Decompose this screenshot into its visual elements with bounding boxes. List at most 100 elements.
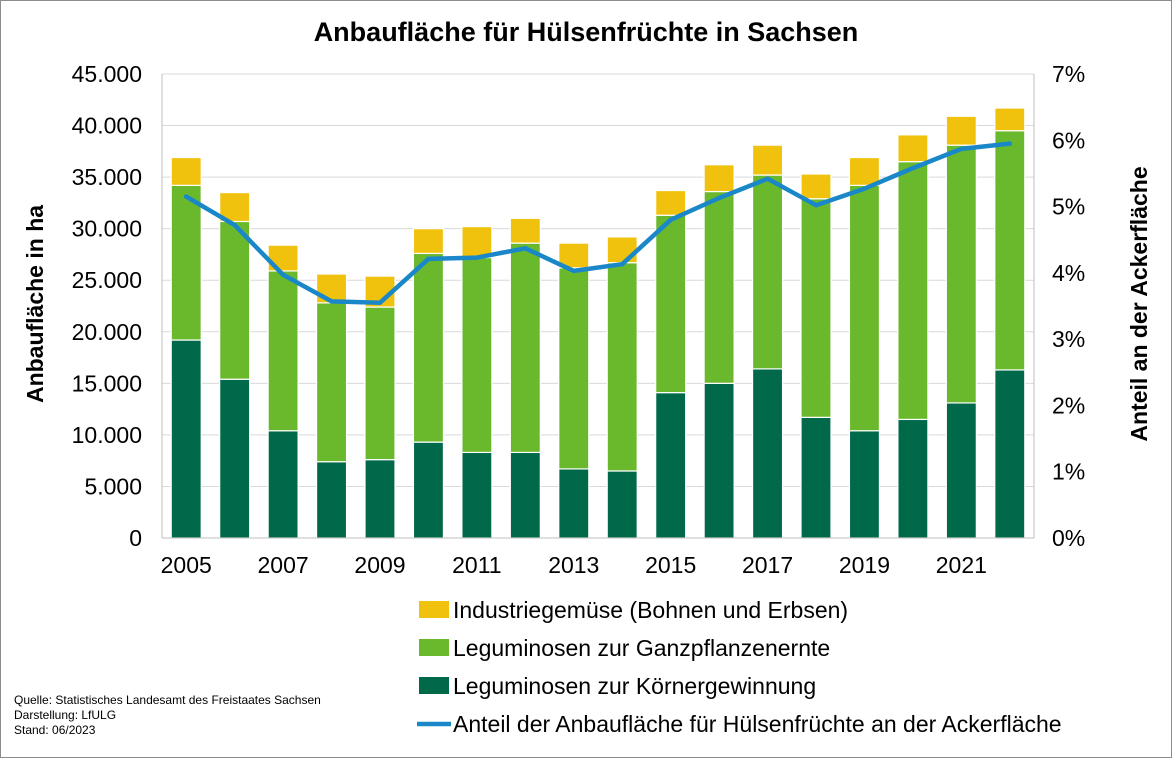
y-axis-title: Anbaufläche in ha bbox=[22, 205, 48, 403]
legend-label: Industriegemüse (Bohnen und Erbsen) bbox=[453, 597, 848, 623]
bar-segment-koerner-2015 bbox=[655, 392, 687, 539]
legend-label: Leguminosen zur Ganzpflanzenernte bbox=[453, 635, 830, 661]
share-point-2011 bbox=[474, 255, 480, 260]
bar-segment-koerner-2006 bbox=[219, 378, 251, 539]
source-line-2: Darstellung: LfULG bbox=[14, 708, 116, 722]
x-tick-label: 2009 bbox=[354, 552, 405, 578]
y-tick-label: 25.000 bbox=[72, 267, 142, 293]
bar-segment-koerner-2012 bbox=[509, 451, 541, 539]
y2-tick-label: 3% bbox=[1052, 326, 1085, 352]
y2-axis-title: Anteil an der Ackerfläche bbox=[1126, 166, 1152, 441]
bar-segment-koerner-2010 bbox=[412, 441, 445, 539]
bar-segment-koerner-2013 bbox=[558, 468, 590, 539]
y-tick-label: 10.000 bbox=[72, 422, 142, 448]
legend-label: Anteil der Anbaufläche für Hülsenfrüchte… bbox=[453, 711, 1062, 737]
bar-segment-industrie-2013 bbox=[558, 242, 590, 269]
share-line-group bbox=[183, 141, 1013, 305]
bar-segment-ganzpflanze-2005 bbox=[170, 184, 202, 341]
source-line-3: Stand: 06/2023 bbox=[14, 723, 96, 737]
share-point-2010 bbox=[426, 256, 431, 262]
bar-segment-koerner-2021 bbox=[945, 402, 977, 539]
y-tick-label: 15.000 bbox=[72, 370, 142, 396]
bar-segment-industrie-2022 bbox=[994, 107, 1026, 132]
bar-segment-ganzpflanze-2012 bbox=[509, 242, 541, 454]
bar-segment-koerner-2019 bbox=[848, 430, 881, 539]
x-tick-label: 2017 bbox=[742, 552, 793, 578]
x-tick-label: 2013 bbox=[548, 552, 599, 578]
right-axis-ticks: 0% 1% 2% 3% 4% 5% 6% 7% bbox=[1052, 61, 1085, 551]
share-point-2019 bbox=[862, 186, 867, 191]
share-point-2008 bbox=[329, 299, 334, 304]
y-tick-label: 45.000 bbox=[72, 61, 142, 87]
left-axis-ticks: 0 5.000 10.000 15.000 20.000 25.000 30.000 35.0… bbox=[72, 61, 142, 551]
share-point-2012 bbox=[523, 246, 528, 251]
bar-segment-ganzpflanze-2009 bbox=[364, 306, 396, 461]
share-point-2016 bbox=[716, 195, 722, 201]
bar-segment-ganzpflanze-2017 bbox=[751, 174, 784, 370]
bar-segment-industrie-2017 bbox=[751, 144, 784, 176]
bar-segment-ganzpflanze-2022 bbox=[994, 130, 1026, 371]
bar-segment-ganzpflanze-2011 bbox=[461, 256, 493, 454]
bar-segment-koerner-2007 bbox=[267, 430, 299, 539]
bar-segment-ganzpflanze-2016 bbox=[703, 190, 735, 384]
x-tick-label: 2011 bbox=[452, 552, 501, 578]
legend-label: Leguminosen zur Körnergewinnung bbox=[453, 673, 816, 699]
bar-segment-koerner-2009 bbox=[364, 459, 396, 539]
bar-segment-koerner-2017 bbox=[751, 368, 784, 539]
share-point-2018 bbox=[813, 203, 819, 208]
legend-swatch bbox=[419, 639, 449, 656]
x-tick-label: 2021 bbox=[936, 552, 987, 578]
share-point-2013 bbox=[571, 268, 576, 274]
y-tick-label: 0 bbox=[129, 525, 142, 551]
share-point-2005 bbox=[184, 194, 189, 199]
x-tick-label: 2015 bbox=[645, 552, 696, 578]
bar-segment-koerner-2020 bbox=[897, 418, 929, 539]
share-point-2006 bbox=[232, 222, 237, 228]
bar-segment-ganzpflanze-2014 bbox=[606, 262, 638, 472]
bar-segment-koerner-2008 bbox=[315, 461, 348, 539]
bar-segment-ganzpflanze-2010 bbox=[412, 252, 445, 443]
y2-tick-label: 5% bbox=[1052, 194, 1085, 220]
share-line bbox=[183, 141, 1013, 305]
bar-segment-industrie-2019 bbox=[848, 156, 881, 186]
bar-segment-industrie-2012 bbox=[509, 217, 541, 244]
legend: Industriegemüse (Bohnen und Erbsen) Legum… bbox=[417, 597, 1062, 737]
share-point-2020 bbox=[910, 165, 916, 171]
bar-segment-ganzpflanze-2019 bbox=[848, 184, 881, 432]
bar-segment-ganzpflanze-2013 bbox=[558, 267, 590, 470]
bar-segment-ganzpflanze-2006 bbox=[219, 220, 251, 380]
chart-title: Anbaufläche für Hülsenfrüchte in Sachsen bbox=[314, 17, 859, 47]
y2-tick-label: 6% bbox=[1052, 127, 1085, 153]
x-axis-ticks: 2005 2007 2009 2011 2013 2015 2017 2019 2021 bbox=[161, 552, 987, 578]
bar-series-group bbox=[170, 107, 1026, 539]
bar-segment-ganzpflanze-2015 bbox=[655, 214, 687, 394]
y2-tick-label: 2% bbox=[1052, 392, 1085, 418]
bar-segment-ganzpflanze-2008 bbox=[315, 302, 348, 463]
bar-segment-ganzpflanze-2007 bbox=[267, 270, 299, 432]
gridlines bbox=[162, 73, 1034, 487]
y-tick-label: 40.000 bbox=[72, 113, 142, 139]
source-note: Quelle: Statistisches Landesamt des Frei… bbox=[14, 693, 321, 737]
bar-segment-ganzpflanze-2021 bbox=[945, 144, 977, 404]
share-point-2017 bbox=[765, 176, 770, 181]
source-line-1: Quelle: Statistisches Landesamt des Frei… bbox=[14, 693, 321, 707]
bar-segment-industrie-2011 bbox=[461, 226, 493, 259]
bar-segment-industrie-2008 bbox=[315, 273, 348, 304]
y-tick-label: 30.000 bbox=[72, 216, 142, 242]
legend-swatch bbox=[419, 677, 449, 694]
bar-segment-industrie-2005 bbox=[170, 156, 202, 186]
y-tick-label: 20.000 bbox=[72, 319, 142, 345]
bar-segment-koerner-2018 bbox=[800, 416, 832, 539]
share-point-2014 bbox=[620, 262, 625, 267]
share-point-2015 bbox=[668, 217, 673, 223]
legend-swatch bbox=[419, 601, 449, 618]
bar-segment-industrie-2010 bbox=[412, 228, 445, 255]
y2-tick-label: 0% bbox=[1052, 525, 1085, 551]
y2-tick-label: 7% bbox=[1052, 61, 1085, 87]
bar-segment-industrie-2016 bbox=[703, 164, 735, 193]
bar-segment-ganzpflanze-2018 bbox=[800, 198, 832, 418]
y-tick-label: 5.000 bbox=[84, 473, 142, 499]
bar-segment-koerner-2014 bbox=[606, 470, 638, 539]
